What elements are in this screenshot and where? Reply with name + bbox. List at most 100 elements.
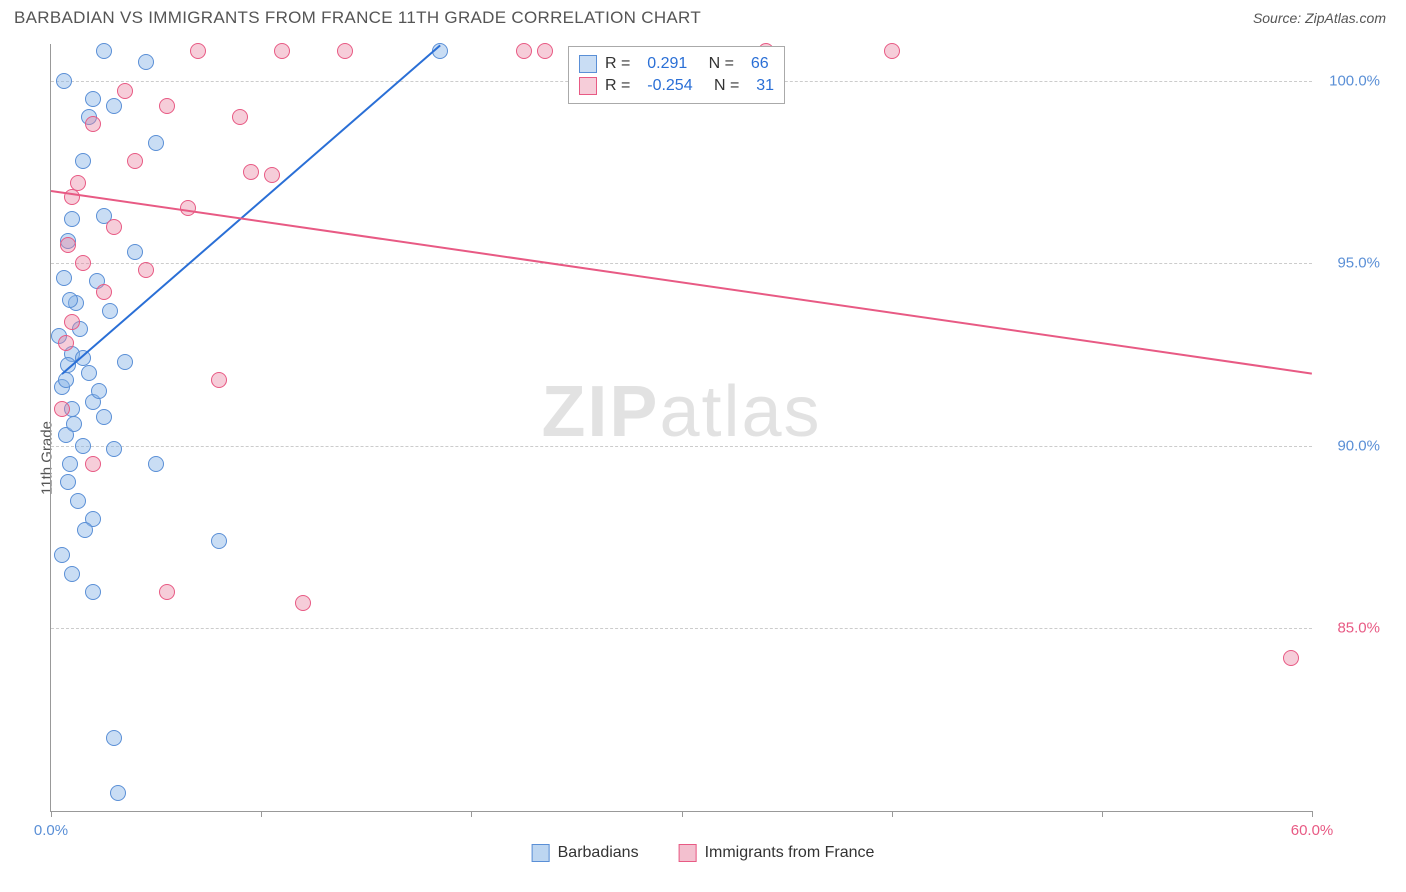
data-point xyxy=(64,314,80,330)
data-point xyxy=(54,547,70,563)
data-point xyxy=(232,109,248,125)
legend-swatch xyxy=(579,55,597,73)
legend-n-label: N = xyxy=(695,55,743,73)
legend-item: Barbadians xyxy=(532,844,639,862)
legend-n-value: 66 xyxy=(751,55,769,73)
watermark: ZIPatlas xyxy=(541,371,821,453)
legend-n-value: 31 xyxy=(756,77,774,95)
gridline xyxy=(51,446,1312,447)
legend-r-value: 0.291 xyxy=(647,55,687,73)
x-tick xyxy=(261,811,262,817)
data-point xyxy=(117,354,133,370)
data-point xyxy=(537,43,553,59)
data-point xyxy=(58,372,74,388)
legend-item: Immigrants from France xyxy=(679,844,875,862)
data-point xyxy=(64,566,80,582)
data-point xyxy=(85,116,101,132)
legend-label: Immigrants from France xyxy=(705,844,875,862)
legend-row: R = 0.291 N = 66 xyxy=(579,53,774,75)
data-point xyxy=(66,416,82,432)
x-tick xyxy=(51,811,52,817)
trend-line xyxy=(51,190,1312,375)
data-point xyxy=(211,372,227,388)
y-tick-label: 90.0% xyxy=(1337,437,1380,454)
data-point xyxy=(96,284,112,300)
y-tick-label: 95.0% xyxy=(1337,255,1380,272)
data-point xyxy=(138,54,154,70)
gridline xyxy=(51,263,1312,264)
data-point xyxy=(106,98,122,114)
data-point xyxy=(58,335,74,351)
x-tick xyxy=(682,811,683,817)
data-point xyxy=(159,98,175,114)
data-point xyxy=(211,533,227,549)
legend-r-label: R = xyxy=(605,55,639,73)
data-point xyxy=(337,43,353,59)
data-point xyxy=(96,43,112,59)
data-point xyxy=(64,211,80,227)
legend-n-label: N = xyxy=(701,77,749,95)
data-point xyxy=(102,303,118,319)
legend-swatch xyxy=(579,77,597,95)
data-point xyxy=(127,153,143,169)
data-point xyxy=(96,409,112,425)
data-point xyxy=(516,43,532,59)
y-tick-label: 100.0% xyxy=(1329,72,1380,89)
x-tick xyxy=(892,811,893,817)
series-legend: Barbadians Immigrants from France xyxy=(532,844,875,862)
data-point xyxy=(190,43,206,59)
plot-area: ZIPatlas R = 0.291 N = 66R = -0.254 N = … xyxy=(50,44,1312,812)
legend-label: Barbadians xyxy=(558,844,639,862)
data-point xyxy=(148,456,164,472)
legend-r-value: -0.254 xyxy=(647,77,692,95)
x-tick-label: 0.0% xyxy=(34,822,68,839)
data-point xyxy=(138,262,154,278)
data-point xyxy=(56,73,72,89)
y-tick-label: 85.0% xyxy=(1337,620,1380,637)
page-title: BARBADIAN VS IMMIGRANTS FROM FRANCE 11TH… xyxy=(14,8,701,28)
data-point xyxy=(274,43,290,59)
data-point xyxy=(106,730,122,746)
x-tick xyxy=(1102,811,1103,817)
data-point xyxy=(127,244,143,260)
correlation-legend: R = 0.291 N = 66R = -0.254 N = 31 xyxy=(568,46,785,104)
data-point xyxy=(117,83,133,99)
data-point xyxy=(56,270,72,286)
data-point xyxy=(54,401,70,417)
data-point xyxy=(1283,650,1299,666)
data-point xyxy=(85,456,101,472)
data-point xyxy=(75,255,91,271)
data-point xyxy=(110,785,126,801)
data-point xyxy=(77,522,93,538)
data-point xyxy=(62,456,78,472)
data-point xyxy=(148,135,164,151)
data-point xyxy=(75,153,91,169)
data-point xyxy=(106,219,122,235)
data-point xyxy=(295,595,311,611)
gridline xyxy=(51,628,1312,629)
data-point xyxy=(85,584,101,600)
data-point xyxy=(60,474,76,490)
data-point xyxy=(159,584,175,600)
x-tick xyxy=(471,811,472,817)
data-point xyxy=(70,175,86,191)
data-point xyxy=(106,441,122,457)
data-point xyxy=(60,237,76,253)
x-tick-label: 60.0% xyxy=(1291,822,1334,839)
legend-row: R = -0.254 N = 31 xyxy=(579,75,774,97)
data-point xyxy=(70,493,86,509)
data-point xyxy=(85,91,101,107)
x-tick xyxy=(1312,811,1313,817)
data-point xyxy=(264,167,280,183)
chart-container: 11th Grade ZIPatlas R = 0.291 N = 66R = … xyxy=(14,44,1392,872)
data-point xyxy=(62,292,78,308)
legend-swatch xyxy=(532,844,550,862)
data-point xyxy=(81,365,97,381)
data-point xyxy=(884,43,900,59)
data-point xyxy=(75,438,91,454)
source-attribution: Source: ZipAtlas.com xyxy=(1253,10,1386,26)
legend-swatch xyxy=(679,844,697,862)
data-point xyxy=(243,164,259,180)
data-point xyxy=(91,383,107,399)
legend-r-label: R = xyxy=(605,77,639,95)
